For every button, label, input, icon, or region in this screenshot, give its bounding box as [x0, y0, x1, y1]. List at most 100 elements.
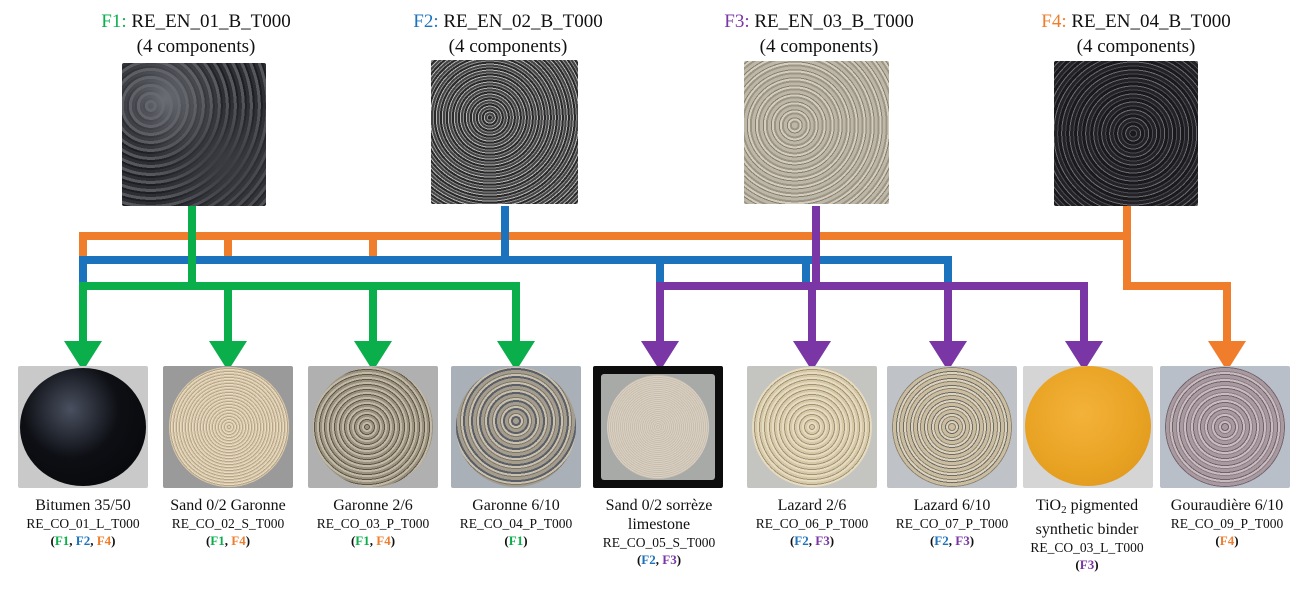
arrow-sand	[209, 341, 247, 371]
bitumen-icon	[18, 366, 148, 488]
formulation-tag-f3: F3	[1079, 557, 1095, 572]
formulation-f1-tag: F1:	[101, 11, 127, 32]
component-formulations: (F2, F3)	[636, 552, 682, 567]
formulation-f3-count: (4 components)	[759, 36, 879, 57]
arrow-lazard610	[929, 341, 967, 371]
component-code: RE_CO_05_S_T000	[602, 535, 716, 550]
component-formulations: (F1, F4)	[205, 533, 251, 548]
component-code: RE_CO_03_P_T000	[316, 516, 430, 531]
black-aggregate-icon	[1054, 61, 1198, 206]
formulation-tag-f4: F4	[96, 533, 112, 548]
formulation-f3-code: RE_EN_03_B_T000	[754, 11, 914, 32]
component-name-line2: limestone	[627, 516, 691, 533]
component-label-5: Sand 0/2 sorrèze limestone RE_CO_05_S_T000…	[579, 496, 739, 568]
component-label-4: Garonne 6/10 RE_CO_04_P_T000 (F1)	[436, 496, 596, 549]
speckled-asphalt-icon	[431, 60, 578, 204]
formulation-tag-f2: F2	[934, 533, 949, 548]
f1-bus-line	[79, 282, 520, 345]
formulation-tag-f4: F4	[376, 533, 391, 548]
component-name: Gouraudière 6/10	[1170, 497, 1284, 514]
component-formulations: (F1, F4)	[350, 533, 396, 548]
formulation-f4-header: F4: RE_EN_04_B_T000 (4 components)	[1006, 9, 1266, 59]
component-name: Sand 0/2 Garonne	[170, 497, 286, 514]
formulation-f2-header: F2: RE_EN_02_B_T000 (4 components)	[378, 9, 638, 59]
formulation-tag-f1: F1	[54, 533, 70, 548]
formulation-f3-header: F3: RE_EN_03_B_T000 (4 components)	[689, 9, 949, 59]
component-label-2: Sand 0/2 Garonne RE_CO_02_S_T000 (F1, F4)	[148, 496, 308, 549]
component-formulations: (F1)	[504, 533, 528, 548]
formulation-f2-tag: F2:	[413, 11, 439, 32]
component-formulations: (F2, F3)	[789, 533, 835, 548]
formulation-tag-f1: F1	[355, 533, 370, 548]
formulation-tag-f2: F2	[75, 533, 91, 548]
arrow-garonne26	[354, 341, 392, 371]
formulation-tag-f2: F2	[641, 552, 656, 567]
component-name: Garonne 2/6	[333, 497, 413, 514]
formulation-f2-count: (4 components)	[448, 36, 568, 57]
component-name-part: TiO	[1035, 497, 1062, 514]
component-code: RE_CO_06_P_T000	[755, 516, 869, 531]
formulation-f1-header: F1: RE_EN_01_B_T000 (4 components)	[66, 9, 326, 59]
component-label-8: TiO2 pigmented synthetic binder RE_CO_03_L…	[1007, 496, 1167, 573]
formulation-tag-f3: F3	[955, 533, 970, 548]
formulation-f4-code: RE_EN_04_B_T000	[1071, 11, 1231, 32]
arrow-gouraudiere	[1208, 341, 1246, 371]
formulation-f3-tag: F3:	[724, 11, 750, 32]
component-code: RE_CO_01_L_T000	[26, 516, 140, 531]
formulation-tag-f1: F1	[508, 533, 524, 548]
component-code: RE_CO_09_P_T000	[1170, 516, 1284, 531]
formulation-tag-f3: F3	[662, 552, 677, 567]
formulation-f1-count: (4 components)	[136, 36, 256, 57]
component-name: Sand 0/2 sorrèze	[605, 497, 713, 514]
sand-icon	[163, 366, 293, 488]
component-name-line2: synthetic binder	[1035, 521, 1139, 538]
component-code: RE_CO_03_L_T000	[1030, 540, 1144, 555]
formulation-tag-f1: F1	[210, 533, 225, 548]
formulation-f4-count: (4 components)	[1076, 36, 1196, 57]
component-label-9: Gouraudière 6/10 RE_CO_09_P_T000 (F4)	[1147, 496, 1307, 549]
formulation-tag-f4: F4	[231, 533, 246, 548]
component-formulations: (F4)	[1215, 533, 1239, 548]
component-formulations: (F1, F2, F4)	[50, 533, 116, 548]
component-name-subscript: 2	[1061, 504, 1067, 516]
f4-bus-line	[79, 232, 1127, 258]
component-formulations: (F2, F3)	[929, 533, 975, 548]
formulation-tag-f4: F4	[1219, 533, 1235, 548]
coarse-gravel-icon	[887, 366, 1017, 488]
component-name: Bitumen 35/50	[35, 497, 131, 514]
fine-gravel-icon	[747, 366, 877, 488]
arrow-binder	[1065, 341, 1103, 371]
pebble-icon	[451, 366, 581, 488]
f4-branch-gouraudiere	[1123, 206, 1231, 345]
limestone-sand-icon	[593, 366, 723, 488]
arrow-garonne610	[497, 341, 535, 371]
component-code: RE_CO_04_P_T000	[459, 516, 573, 531]
component-code: RE_CO_07_P_T000	[895, 516, 1009, 531]
arrow-limestone	[641, 341, 679, 371]
formulation-f2-code: RE_EN_02_B_T000	[443, 11, 603, 32]
formulation-f4-tag: F4:	[1041, 11, 1067, 32]
component-label-7: Lazard 6/10 RE_CO_07_P_T000 (F2, F3)	[872, 496, 1032, 549]
gravel-icon	[308, 366, 438, 488]
formulation-f1-code: RE_EN_01_B_T000	[131, 11, 291, 32]
component-label-1: Bitumen 35/50 RE_CO_01_L_T000 (F1, F2, F4)	[3, 496, 163, 549]
gouraudiere-icon	[1160, 366, 1290, 488]
formulation-tag-f2: F2	[794, 533, 809, 548]
arrow-bitumen	[64, 341, 102, 371]
component-code: RE_CO_02_S_T000	[171, 516, 285, 531]
component-name: Lazard 2/6	[777, 497, 847, 514]
dark-asphalt-icon	[122, 63, 266, 206]
component-name: TiO2 pigmented	[1007, 496, 1167, 520]
component-label-3: Garonne 2/6 RE_CO_03_P_T000 (F1, F4)	[293, 496, 453, 549]
formulation-tag-f3: F3	[815, 533, 830, 548]
pigmented-binder-icon	[1023, 366, 1153, 488]
arrow-lazard26	[793, 341, 831, 371]
component-name: Garonne 6/10	[472, 497, 560, 514]
component-name: Lazard 6/10	[913, 497, 991, 514]
f3-bus-line	[656, 282, 1088, 345]
light-concrete-icon	[744, 61, 889, 204]
component-label-6: Lazard 2/6 RE_CO_06_P_T000 (F2, F3)	[732, 496, 892, 549]
component-name-part: pigmented	[1066, 497, 1139, 514]
component-formulations: (F3)	[1075, 557, 1099, 572]
